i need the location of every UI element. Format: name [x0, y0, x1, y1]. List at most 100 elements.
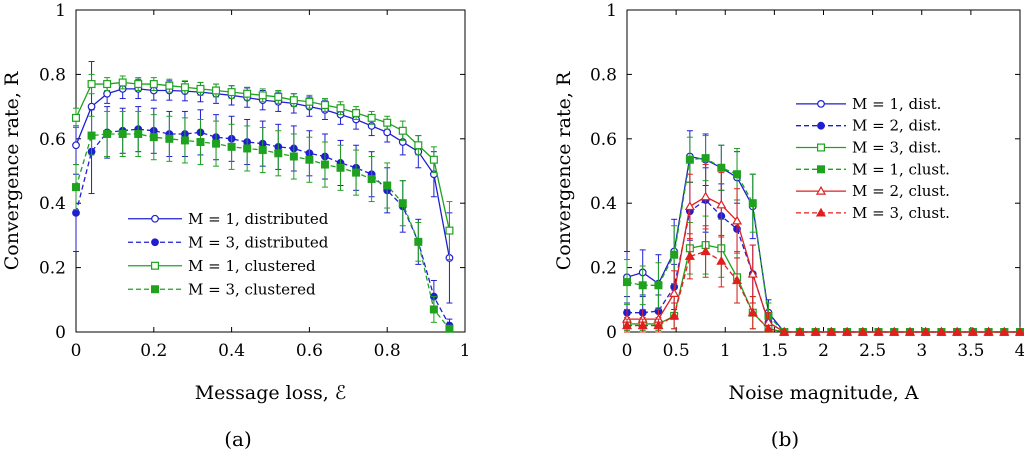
y-axis-label: Convergence rate, R: [553, 71, 575, 270]
data-point: [654, 281, 663, 290]
data-point: [983, 326, 994, 336]
data-point: [445, 226, 454, 235]
data-point: [87, 131, 96, 140]
data-point: [103, 129, 112, 138]
data-point: [71, 183, 80, 192]
data-point: [149, 80, 158, 89]
y-tick-label: 0.4: [39, 194, 66, 214]
legend-marker: [816, 143, 825, 152]
legend-marker: [815, 207, 827, 217]
y-axis-label: Convergence rate, R: [1, 71, 23, 270]
data-point: [670, 250, 679, 259]
data-point: [258, 91, 267, 100]
data-point: [212, 139, 221, 148]
legend-marker: [816, 165, 825, 174]
panel-label: (b): [771, 427, 799, 451]
data-point: [149, 133, 158, 142]
data-point: [732, 215, 743, 225]
data-point: [289, 96, 298, 105]
legend-label: M = 2, dist.: [852, 117, 941, 135]
data-point: [227, 88, 236, 97]
data-point: [87, 80, 96, 89]
data-point: [383, 128, 392, 137]
legend-label: M = 1, dist.: [852, 95, 941, 113]
data-point: [212, 86, 221, 95]
data-point: [367, 113, 376, 122]
data-point: [904, 326, 915, 336]
data-point: [669, 288, 680, 297]
y-tick-label: 0.2: [590, 259, 617, 279]
legend-marker: [817, 121, 825, 130]
data-point: [669, 310, 680, 320]
legend-label: M = 3, distributed: [188, 233, 329, 251]
data-point: [336, 163, 345, 172]
data-point: [274, 92, 283, 101]
data-point: [243, 89, 252, 98]
legend: M = 1, dist. M = 2, dist. M = 3, dist. M = …: [792, 89, 972, 228]
series-3: [622, 215, 1024, 337]
data-point: [398, 199, 407, 208]
data-point: [622, 278, 631, 287]
data-point: [685, 155, 694, 164]
data-point: [118, 129, 127, 138]
data-point: [936, 326, 947, 336]
series-line: [627, 250, 1020, 333]
legend-marker: [151, 285, 160, 294]
data-point: [165, 134, 174, 143]
legend-box: [792, 89, 972, 228]
legend-item: M = 3, clust.: [796, 204, 950, 222]
data-point: [1014, 326, 1024, 336]
data-point: [779, 326, 790, 336]
x-tick-label: 3.5: [957, 341, 984, 361]
series-4: [71, 110, 454, 333]
legend-item: M = 3, clustered: [128, 280, 316, 298]
x-tick-label: 2: [818, 341, 829, 361]
data-point: [398, 126, 407, 135]
x-tick-label: 0: [71, 341, 82, 361]
data-point: [196, 84, 205, 93]
data-point: [134, 129, 143, 138]
legend-marker: [151, 214, 159, 223]
legend-marker: [151, 238, 159, 247]
data-point: [794, 326, 805, 336]
data-point: [383, 181, 392, 190]
legend-box: [124, 203, 339, 305]
legend-item: M = 1, clustered: [128, 257, 316, 275]
data-point: [842, 326, 853, 336]
data-point: [320, 160, 329, 169]
data-point: [747, 268, 758, 278]
data-point: [747, 307, 758, 317]
legend-label: M = 1, distributed: [188, 210, 329, 228]
data-point: [289, 152, 298, 161]
data-point: [748, 199, 757, 208]
y-tick-label: 1: [55, 1, 66, 21]
data-point: [305, 155, 314, 164]
y-tick-label: 0.6: [39, 130, 66, 150]
legend: M = 1, distributed M = 3, distributed M = …: [124, 203, 339, 305]
x-tick-label: 0.8: [374, 341, 401, 361]
data-point: [87, 102, 96, 111]
x-tick-label: 0: [622, 341, 633, 361]
y-tick-label: 0.6: [590, 130, 617, 150]
data-point: [429, 155, 438, 164]
y-tick-label: 0.4: [590, 194, 617, 214]
y-tick-label: 0.2: [39, 259, 66, 279]
data-point: [638, 281, 647, 290]
x-tick-label: 0.2: [140, 341, 167, 361]
chart-panel-b: 0 0.5 1 1.5 2 2.5 3 3.5 4 0 0.2 0.4 0.6 0.8 1 Noise mag…: [553, 1, 1024, 451]
data-point: [118, 78, 127, 87]
legend-label: M = 3, dist.: [852, 139, 941, 157]
x-tick-label: 2.5: [859, 341, 886, 361]
data-point: [716, 255, 727, 265]
data-point: [889, 326, 900, 336]
data-point: [967, 326, 978, 336]
data-point: [336, 104, 345, 113]
data-point: [716, 199, 727, 209]
data-point: [763, 323, 774, 333]
data-point: [653, 320, 664, 330]
legend-item: M = 3, distributed: [128, 233, 329, 251]
data-point: [701, 154, 710, 163]
data-point: [445, 324, 454, 333]
data-point: [71, 113, 80, 122]
